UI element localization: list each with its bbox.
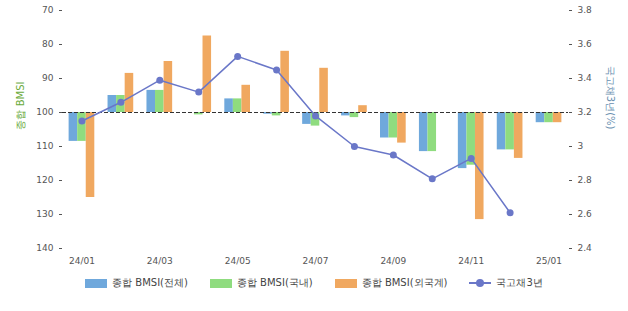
- svg-text:2.6: 2.6: [578, 209, 593, 219]
- svg-text:3: 3: [578, 141, 584, 151]
- svg-text:120: 120: [36, 175, 53, 185]
- svg-text:3.6: 3.6: [578, 39, 593, 49]
- svg-text:140: 140: [36, 243, 53, 253]
- svg-text:130: 130: [36, 209, 53, 219]
- svg-text:70: 70: [42, 5, 54, 15]
- svg-text:3.8: 3.8: [578, 5, 593, 15]
- svg-text:90: 90: [42, 73, 54, 83]
- html-text:종합 BMSI(전체): 종합 BMSI(전체): [112, 277, 188, 288]
- svg-text:3.2: 3.2: [578, 107, 592, 117]
- svg-text:종합 BMSI: 종합 BMSI: [15, 82, 26, 130]
- svg-text:국고채3년(%): 국고채3년(%): [605, 66, 616, 130]
- svg-text:24/05: 24/05: [225, 256, 251, 266]
- svg-text:100: 100: [36, 107, 53, 117]
- html-text:국고채3년: 국고채3년: [496, 277, 543, 288]
- svg-text:80: 80: [42, 39, 54, 49]
- svg-text:24/03: 24/03: [147, 256, 173, 266]
- svg-text:110: 110: [36, 141, 53, 151]
- svg-text:25/01: 25/01: [536, 256, 562, 266]
- svg-text:3.4: 3.4: [578, 73, 593, 83]
- html-text:종합 BMSI(국내): 종합 BMSI(국내): [236, 277, 313, 288]
- svg-text:24/07: 24/07: [303, 256, 329, 266]
- svg-text:24/09: 24/09: [380, 256, 406, 266]
- html-text:종합 BMSI(외국계): 종합 BMSI(외국계): [361, 277, 448, 288]
- svg-text:2.8: 2.8: [578, 175, 593, 185]
- svg-text:24/11: 24/11: [458, 256, 484, 266]
- svg-text:24/01: 24/01: [69, 256, 95, 266]
- svg-text:2.4: 2.4: [578, 243, 593, 253]
